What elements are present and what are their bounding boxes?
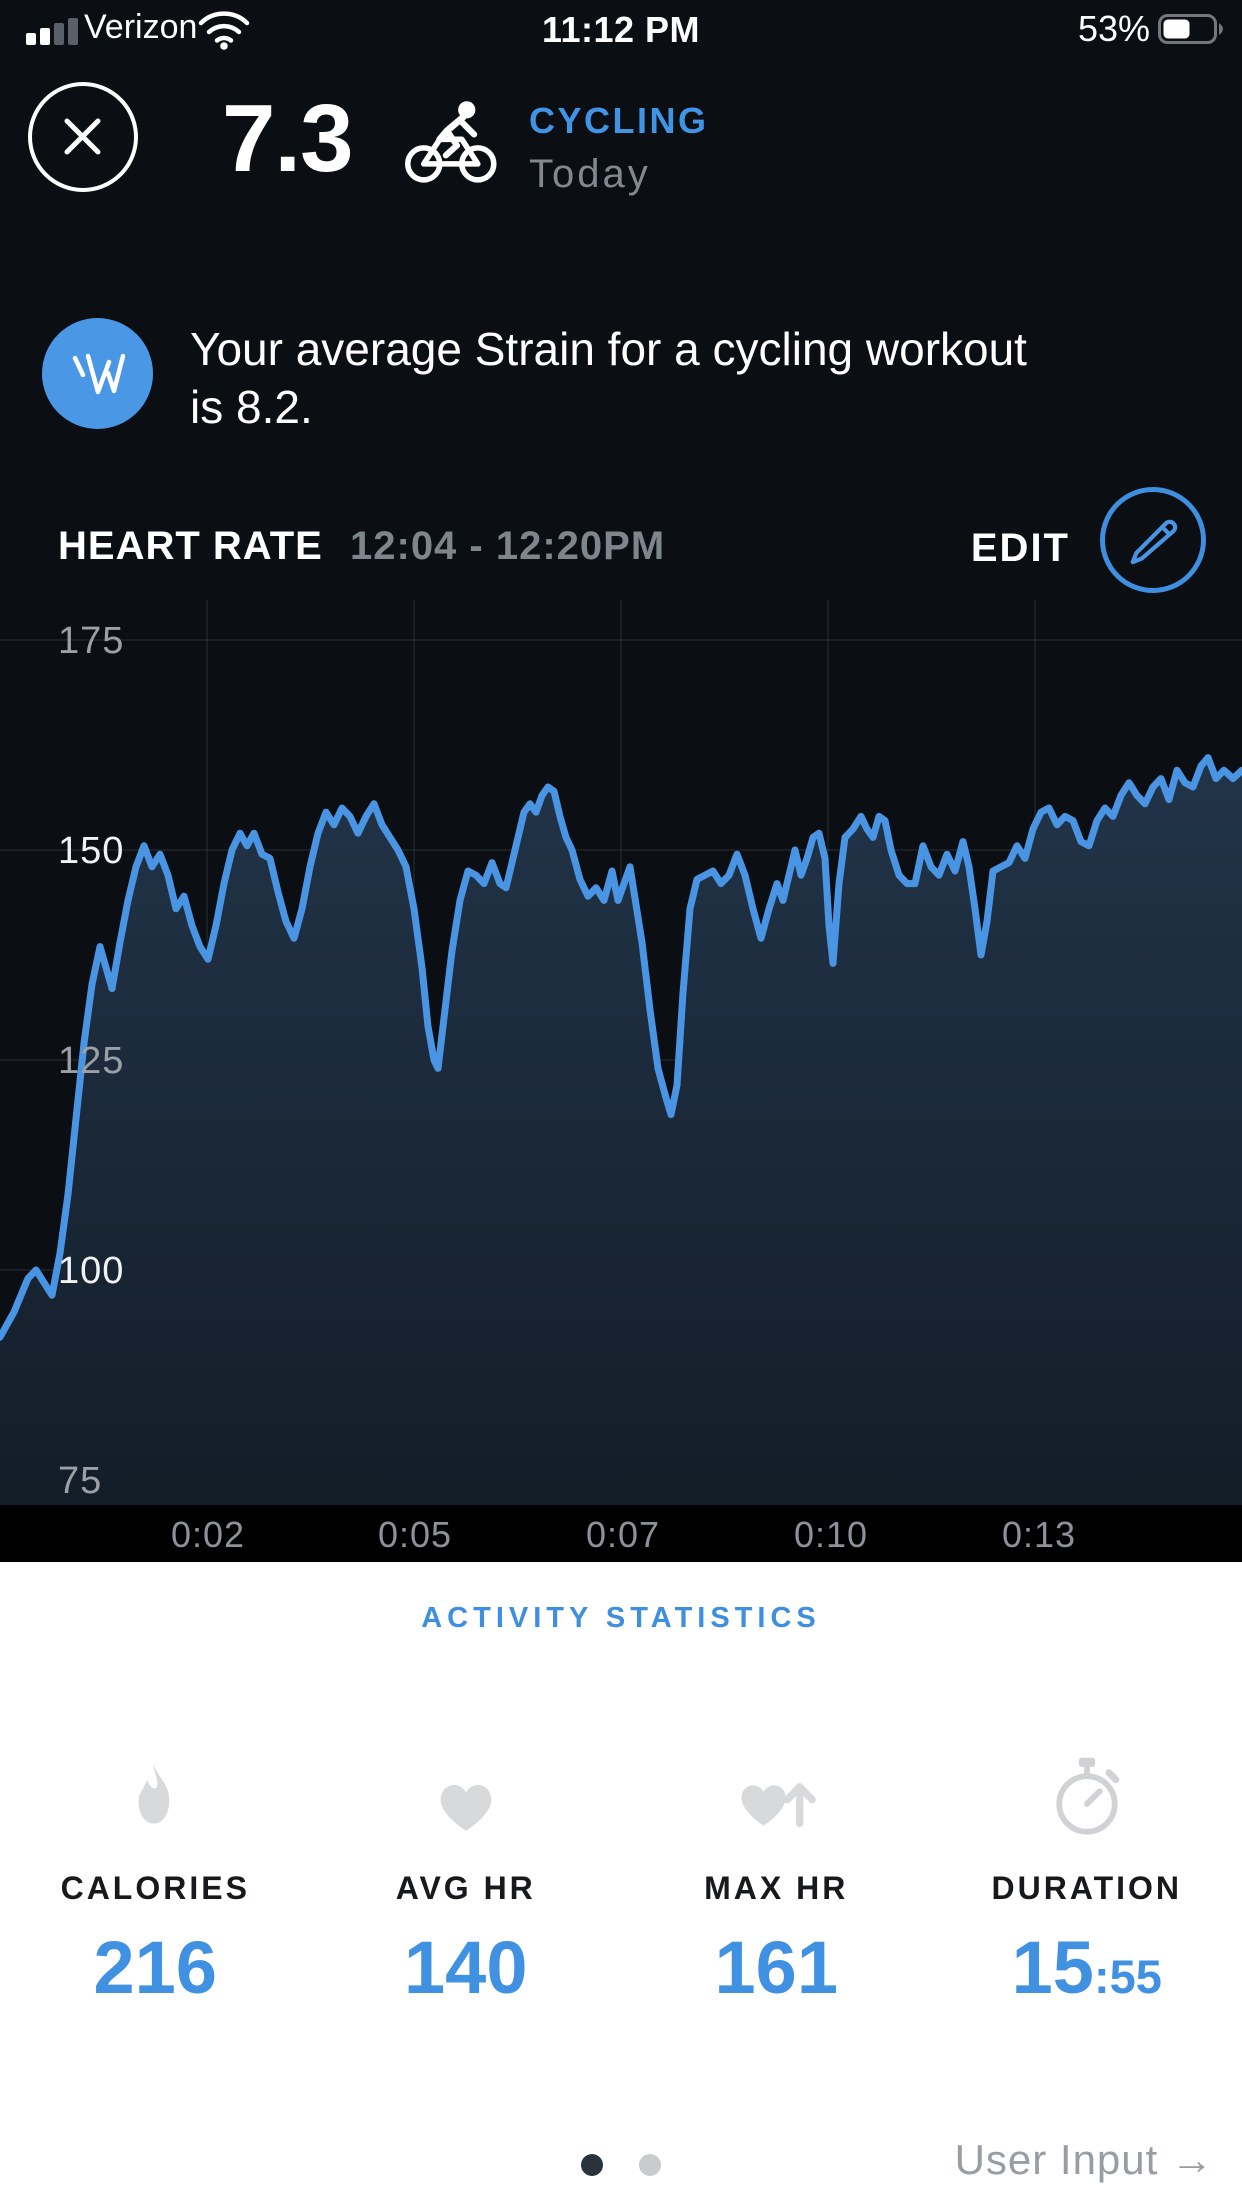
stat-label: DURATION bbox=[991, 1870, 1182, 1906]
activity-date-label: Today bbox=[529, 152, 651, 196]
svg-text:0:02: 0:02 bbox=[171, 1514, 245, 1555]
cell-signal-icon bbox=[26, 18, 78, 45]
svg-text:0:13: 0:13 bbox=[1002, 1514, 1076, 1555]
page-dot-2-inactive[interactable] bbox=[639, 2154, 661, 2176]
wifi-icon bbox=[198, 11, 250, 50]
strain-score: 7.3 bbox=[222, 85, 353, 192]
edit-button[interactable] bbox=[1100, 487, 1206, 593]
user-input-link[interactable]: User Input → bbox=[954, 2136, 1214, 2183]
svg-text:0:05: 0:05 bbox=[378, 1514, 452, 1555]
stat-value: 216 bbox=[93, 1926, 217, 2009]
stat-label: MAX HR bbox=[704, 1870, 849, 1906]
stat-calories: CALORIES 216 bbox=[0, 1742, 311, 2010]
stat-value: 140 bbox=[404, 1926, 528, 2009]
heart-rate-time-range: 12:04 - 12:20PM bbox=[350, 524, 666, 568]
stat-duration: DURATION 15:55 bbox=[932, 1742, 1242, 2010]
cycling-icon bbox=[405, 101, 497, 183]
close-icon bbox=[64, 118, 101, 155]
status-bar: Verizon 11:12 PM 53% bbox=[0, 0, 1242, 60]
flame-icon bbox=[138, 1764, 170, 1824]
heart-up-icon bbox=[741, 1783, 817, 1828]
stat-value: 161 bbox=[714, 1926, 838, 2009]
heart-icon bbox=[440, 1785, 492, 1831]
stat-avg-hr: AVG HR 140 bbox=[311, 1742, 622, 2010]
stat-label: CALORIES bbox=[60, 1870, 250, 1906]
status-time: 11:12 PM bbox=[541, 9, 701, 50]
carrier-label: Verizon bbox=[84, 8, 198, 46]
coach-message: Your average Strain for a cycling workou… bbox=[190, 320, 1220, 436]
heart-rate-header: HEART RATE 12:04 - 12:20PM EDIT bbox=[0, 487, 1242, 593]
activity-type-label: CYCLING bbox=[529, 100, 709, 141]
page-dots bbox=[581, 2154, 661, 2176]
whoop-logo-icon bbox=[72, 353, 126, 395]
edit-label[interactable]: EDIT bbox=[970, 526, 1070, 570]
pencil-icon bbox=[1130, 519, 1178, 565]
coach-message-line2: is 8.2. bbox=[190, 381, 313, 433]
close-button[interactable] bbox=[28, 82, 138, 192]
battery-icon bbox=[1158, 14, 1223, 44]
heart-rate-chart: 175 150 125 100 75 0:02 0:05 0:07 0:10 0:13 bbox=[0, 600, 1242, 1562]
coach-message-line1: Your average Strain for a cycling workou… bbox=[190, 323, 1027, 375]
svg-text:150: 150 bbox=[58, 830, 124, 872]
page-dot-1-active[interactable] bbox=[581, 2154, 603, 2176]
activity-statistics: CALORIES 216 AVG HR 140 MAX HR 161 bbox=[0, 1742, 1242, 2010]
svg-text:175: 175 bbox=[58, 620, 124, 662]
activity-statistics-title: ACTIVITY STATISTICS bbox=[421, 1602, 821, 1634]
stopwatch-icon bbox=[1056, 1757, 1120, 1835]
whoop-avatar bbox=[42, 318, 153, 429]
svg-text:0:07: 0:07 bbox=[586, 1514, 660, 1555]
stat-value-seconds: :55 bbox=[1093, 1950, 1162, 2003]
stat-max-hr: MAX HR 161 bbox=[621, 1742, 932, 2010]
heart-rate-title: HEART RATE bbox=[58, 524, 323, 568]
stat-value: 15 bbox=[1011, 1926, 1094, 2009]
svg-text:125: 125 bbox=[58, 1040, 124, 1082]
svg-text:75: 75 bbox=[58, 1460, 102, 1502]
svg-text:100: 100 bbox=[58, 1250, 124, 1292]
battery-percent-label: 53% bbox=[1077, 8, 1150, 49]
svg-text:0:10: 0:10 bbox=[794, 1514, 868, 1555]
stat-label: AVG HR bbox=[395, 1870, 536, 1906]
